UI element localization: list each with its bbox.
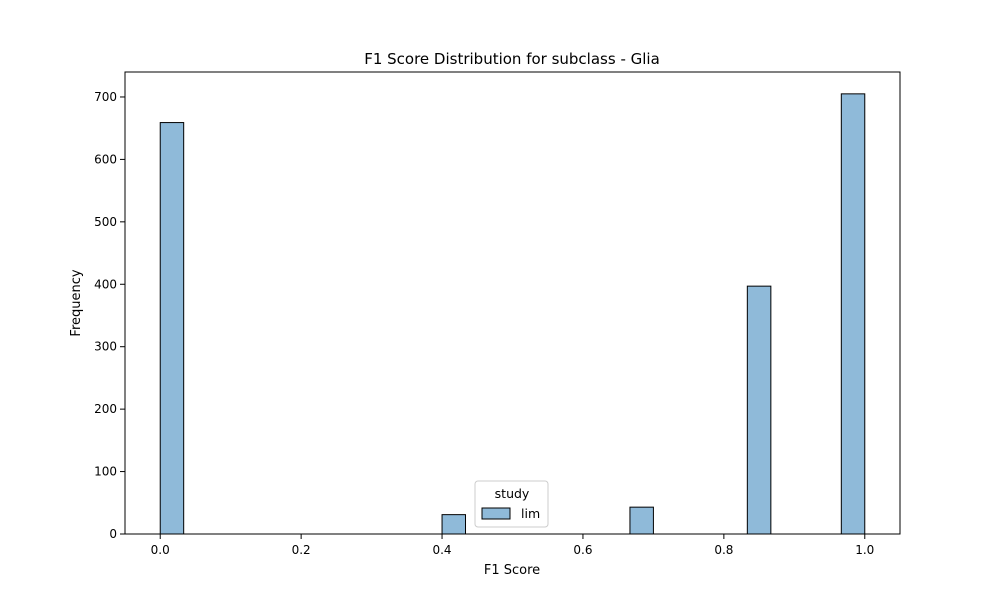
x-tick-label: 0.4 — [432, 543, 451, 557]
y-tick-label: 0 — [109, 527, 117, 541]
x-axis-label: F1 Score — [484, 563, 540, 578]
histogram-bar-2 — [629, 506, 654, 535]
x-tick-label: 0.0 — [151, 543, 170, 557]
histogram-bar-4 — [840, 93, 866, 535]
y-axis-label: Frequency — [69, 269, 84, 336]
x-tick-label: 1.0 — [855, 543, 874, 557]
histogram-bar-3 — [746, 285, 772, 535]
histogram-bar-0 — [159, 122, 185, 535]
x-tick-label: 0.8 — [714, 543, 733, 557]
chart-title: F1 Score Distribution for subclass - Gli… — [364, 50, 660, 68]
y-tick-label: 500 — [94, 215, 117, 229]
y-tick-label: 200 — [94, 402, 117, 416]
plot-area: 0.0 0.2 0.4 0.6 0.8 1.0 0 100 200 300 400 500 600 700 — [94, 71, 901, 557]
y-tick-label: 100 — [94, 465, 117, 479]
x-tick-label: 0.6 — [573, 543, 592, 557]
histogram-bar-1 — [441, 514, 467, 535]
x-tick-label: 0.2 — [292, 543, 311, 557]
y-tick-label: 300 — [94, 340, 117, 354]
legend-swatch — [481, 507, 511, 520]
legend-title: study — [495, 486, 530, 501]
y-tick-label: 600 — [94, 152, 117, 166]
plot-frame — [124, 71, 901, 535]
y-tick-label: 400 — [94, 277, 117, 291]
legend-entry-label: lim — [521, 506, 540, 521]
y-tick-label: 700 — [94, 90, 117, 104]
legend: study lim — [474, 480, 549, 528]
